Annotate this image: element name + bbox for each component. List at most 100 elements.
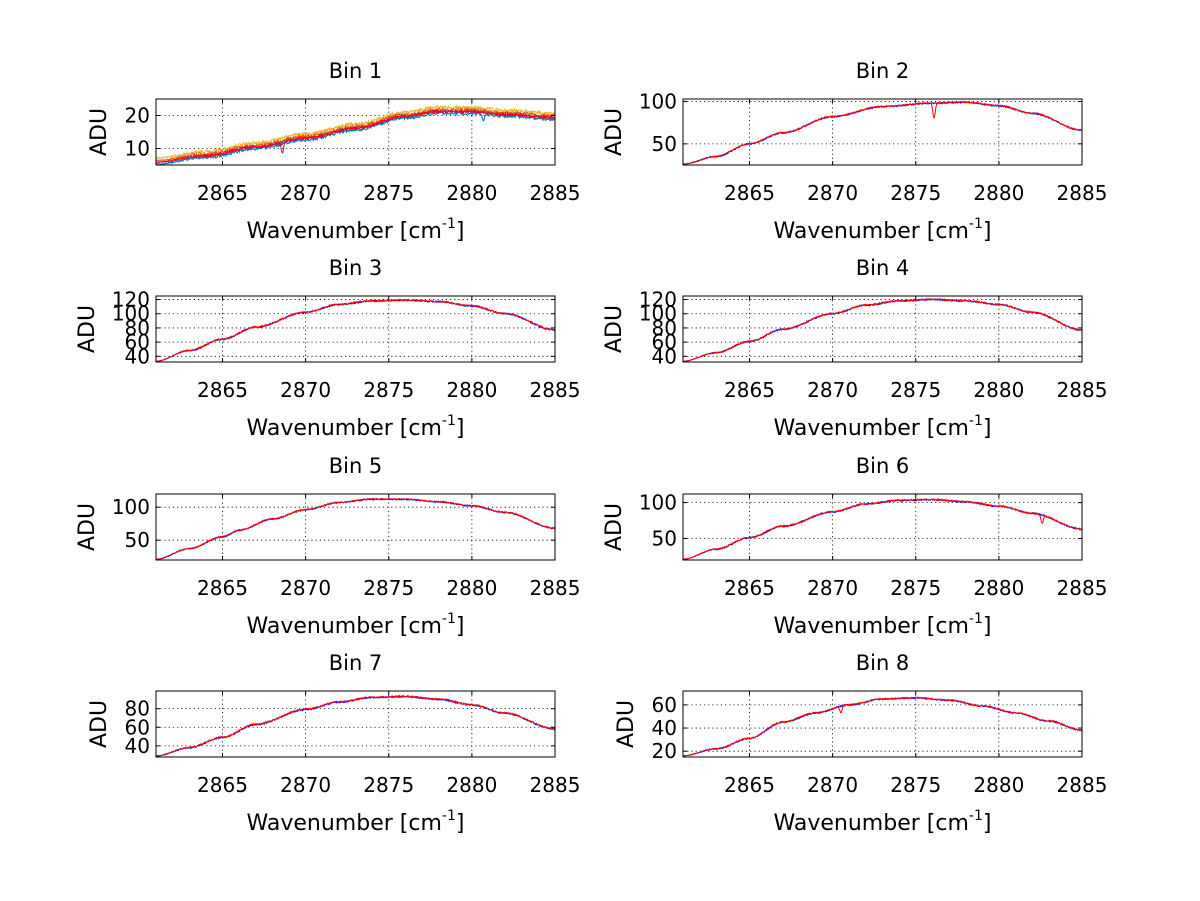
x-tick-label: 2875: [363, 773, 414, 797]
axes-background: [683, 494, 1082, 560]
y-tick-label: 80: [652, 316, 677, 340]
x-tick-label: 2880: [446, 773, 497, 797]
x-tick-label: 2865: [197, 576, 248, 600]
series-line-s2: [683, 498, 1082, 560]
x-axis-label-superscript: -1: [442, 413, 456, 429]
x-tick-label: 2865: [724, 181, 775, 205]
series-line-s3: [156, 106, 555, 162]
y-tick-label: 60: [125, 715, 150, 739]
axes-frame: [155, 493, 556, 561]
x-axis-label-superscript: -1: [969, 808, 983, 824]
axes-background: [156, 691, 555, 757]
subplot-title: Bin 4: [856, 256, 910, 280]
x-tick-label: 2875: [363, 181, 414, 205]
series-line-s2: [683, 696, 1082, 757]
x-tick-label: 2880: [973, 181, 1024, 205]
axes-background: [683, 296, 1082, 362]
y-tick-label: 40: [652, 344, 677, 368]
x-axis-label-close: ]: [983, 614, 992, 639]
x-axis-label-close: ]: [983, 219, 992, 244]
subplot-bin-1: 2865 2870 2875 2880 2885 10 20 Bin 1 Wavenumber …: [87, 59, 580, 244]
axes-frame: [682, 493, 1083, 561]
x-tick-label: 2875: [363, 378, 414, 402]
x-axis-label-superscript: -1: [442, 808, 456, 824]
x-axis-label: Wavenumber [cm-1]: [774, 216, 992, 244]
x-tick-label: 2875: [890, 773, 941, 797]
subplot-title: Bin 6: [856, 454, 910, 478]
x-tick-label: 2865: [724, 773, 775, 797]
axes-frame: [155, 690, 556, 758]
x-tick-label: 2870: [807, 576, 858, 600]
y-tick-label: 40: [652, 716, 677, 740]
x-axis-label-close: ]: [456, 811, 465, 836]
x-tick-label: 2865: [197, 773, 248, 797]
x-axis-label: Wavenumber [cm-1]: [774, 413, 992, 441]
y-tick-label: 50: [125, 528, 150, 552]
series-line-s5: [156, 108, 555, 163]
x-axis-label: Wavenumber [cm-1]: [247, 808, 465, 836]
x-tick-label: 2885: [530, 378, 581, 402]
x-tick-label: 2880: [973, 773, 1024, 797]
series-line-s2: [156, 104, 555, 159]
x-axis-label: Wavenumber [cm-1]: [774, 808, 992, 836]
x-axis-label-close: ]: [983, 416, 992, 441]
axes-background: [156, 296, 555, 362]
series-line-s1: [156, 110, 555, 165]
x-tick-label: 2875: [890, 576, 941, 600]
x-axis-label-main: Wavenumber [cm: [774, 219, 969, 244]
x-tick-label: 2880: [446, 181, 497, 205]
x-axis-label-superscript: -1: [442, 216, 456, 232]
y-tick-label: 100: [639, 90, 677, 114]
y-tick-label: 20: [652, 739, 677, 763]
y-axis-label: ADU: [602, 305, 627, 353]
subplot-title: Bin 2: [856, 59, 910, 83]
x-tick-label: 2885: [530, 181, 581, 205]
y-tick-label: 10: [125, 137, 150, 161]
x-axis-label-close: ]: [983, 811, 992, 836]
x-axis-label: Wavenumber [cm-1]: [774, 611, 992, 639]
y-tick-label: 50: [652, 526, 677, 550]
x-tick-label: 2870: [807, 773, 858, 797]
x-axis-label: Wavenumber [cm-1]: [247, 611, 465, 639]
subplot-title: Bin 3: [329, 256, 383, 280]
y-tick-label: 100: [639, 491, 677, 515]
axes-frame: [682, 98, 1083, 166]
x-axis-label-main: Wavenumber [cm: [247, 416, 442, 441]
axes-background: [683, 691, 1082, 757]
x-axis-label: Wavenumber [cm-1]: [247, 216, 465, 244]
x-axis-label: Wavenumber [cm-1]: [247, 413, 465, 441]
y-tick-label: 80: [125, 316, 150, 340]
x-axis-label-superscript: -1: [969, 413, 983, 429]
x-tick-label: 2870: [807, 181, 858, 205]
x-tick-label: 2885: [1057, 576, 1108, 600]
axes-frame: [155, 98, 556, 166]
subplot-bin-2: 2865 2870 2875 2880 2885 50 100 Bin 2 Wavenumber…: [602, 59, 1107, 244]
axes-background: [683, 99, 1082, 165]
y-tick-label: 60: [652, 693, 677, 717]
x-axis-label-main: Wavenumber [cm: [774, 614, 969, 639]
y-axis-label: ADU: [602, 108, 627, 156]
x-tick-label: 2875: [890, 378, 941, 402]
subplot-title: Bin 1: [329, 59, 383, 83]
y-tick-label: 100: [112, 302, 150, 326]
x-axis-label-main: Wavenumber [cm: [774, 416, 969, 441]
y-tick-label: 50: [652, 132, 677, 156]
series-line-s2: [156, 298, 555, 362]
y-axis-label: ADU: [614, 700, 639, 748]
x-axis-label-main: Wavenumber [cm: [247, 219, 442, 244]
x-tick-label: 2870: [280, 576, 331, 600]
x-axis-label-main: Wavenumber [cm: [774, 811, 969, 836]
x-axis-label-superscript: -1: [969, 216, 983, 232]
x-axis-label-close: ]: [456, 416, 465, 441]
series-line-s2: [156, 497, 555, 560]
y-axis-label: ADU: [602, 503, 627, 551]
y-tick-label: 100: [639, 302, 677, 326]
subplot-bin-6: 2865 2870 2875 2880 2885 50 100 Bin 6 Wavenumber…: [602, 454, 1107, 639]
y-tick-label: 80: [125, 697, 150, 721]
y-tick-label: 100: [112, 495, 150, 519]
y-tick-label: 60: [652, 330, 677, 354]
x-tick-label: 2885: [530, 576, 581, 600]
